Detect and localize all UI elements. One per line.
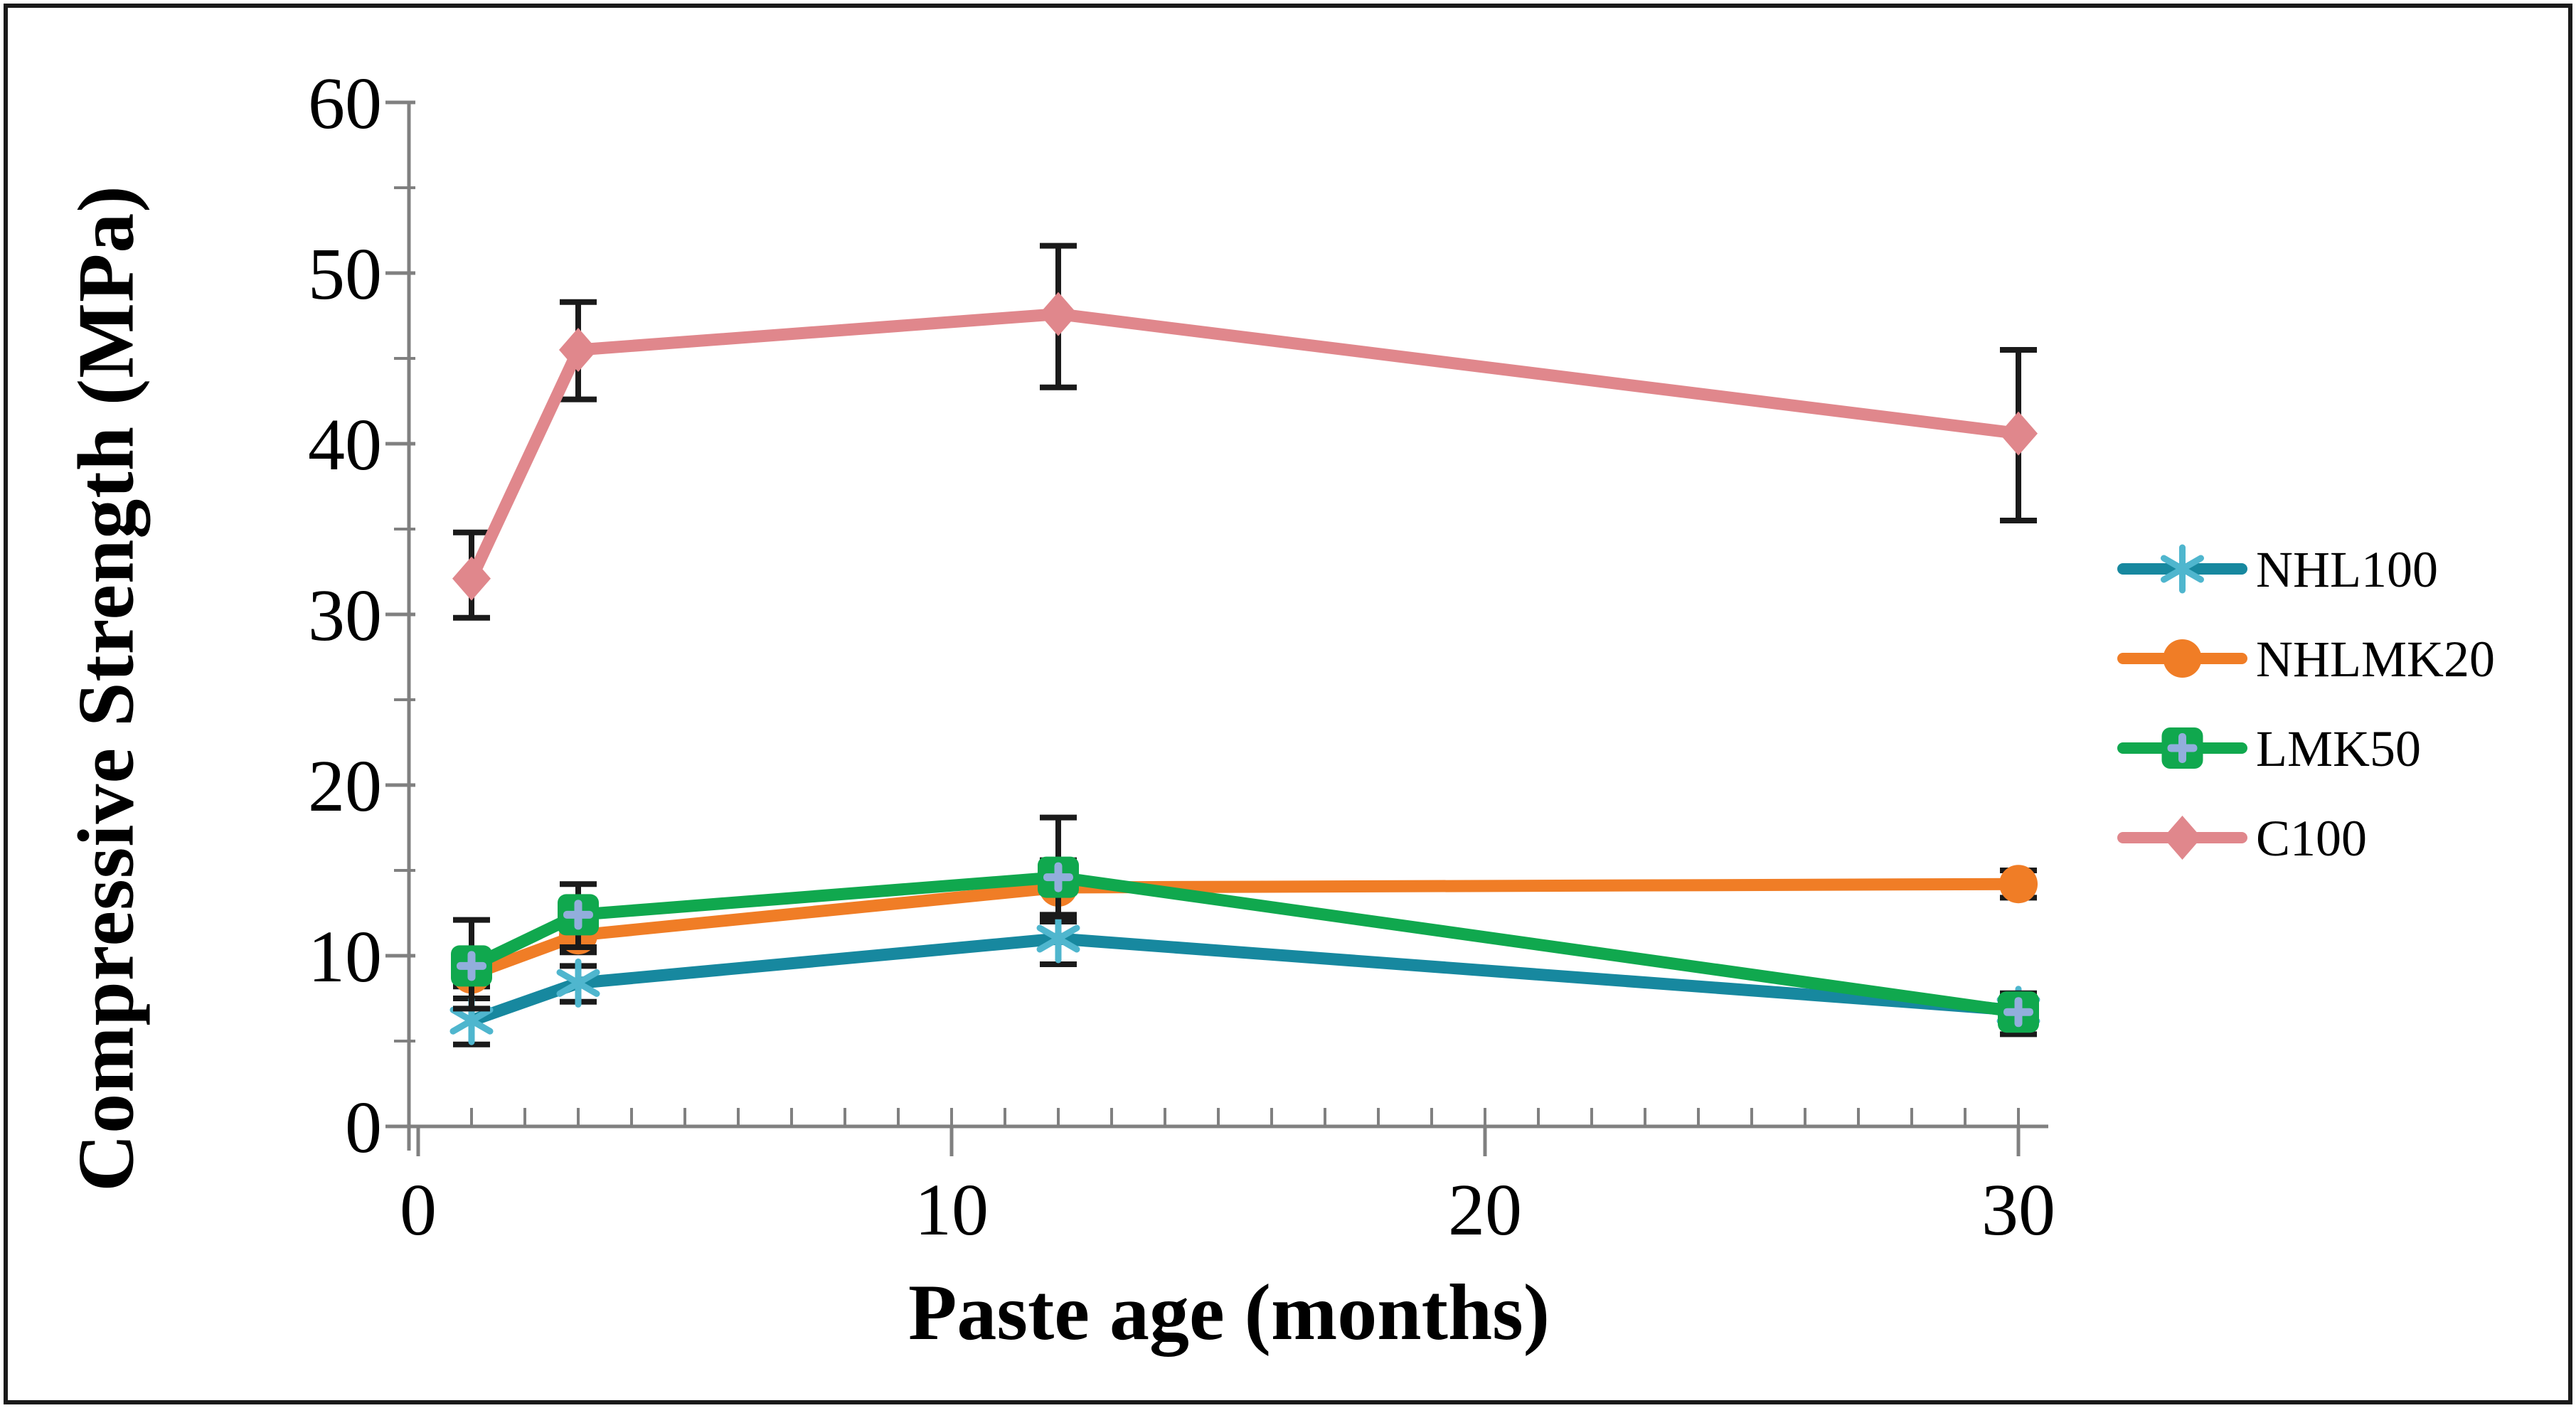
x-tick-label: 0 [400, 1169, 437, 1251]
plus-glyph [2178, 733, 2186, 763]
circle-dot [1999, 865, 2038, 904]
y-tick-label: 40 [308, 404, 382, 486]
legend-item-LMK50: LMK50 [2117, 720, 2421, 777]
marker-diamond-icon [559, 328, 597, 372]
y-tick-label: 10 [308, 916, 382, 998]
y-axis-title: Compressive Strength (MPa) [62, 185, 151, 1192]
series-LMK50 [451, 814, 2039, 1038]
marker-asterisk-icon [2161, 544, 2204, 594]
y-tick-label: 50 [308, 233, 382, 315]
legend-item-C100: C100 [2117, 810, 2367, 867]
series-line-NHLMK20 [465, 878, 2025, 981]
legend-label-LMK50: LMK50 [2256, 720, 2421, 777]
x-tick-label: 20 [1448, 1169, 1522, 1251]
marker-square-plus-icon [2161, 727, 2203, 769]
marker-asterisk-icon [1036, 914, 1080, 964]
marker-square-plus-icon [1998, 991, 2039, 1033]
asterisk-spoke [2161, 555, 2204, 583]
marker-diamond-icon [1039, 292, 1077, 336]
series-line-NHL100 [465, 932, 2025, 1027]
marker-circle-icon [2163, 639, 2202, 678]
marker-square-plus-icon [451, 945, 492, 987]
plus-glyph [574, 900, 582, 930]
marker-square-plus-icon [558, 894, 599, 936]
legend-item-NHL100: NHL100 [2117, 541, 2438, 598]
diamond-body [1039, 292, 1077, 336]
asterisk-spoke [556, 969, 600, 997]
legend: NHL100 NHLMK20 LMK50 C100 [2117, 541, 2495, 867]
plus-glyph [1054, 862, 1063, 892]
marker-circle-icon [1999, 865, 2038, 904]
plus-glyph [467, 951, 476, 981]
y-tick-label: 60 [308, 63, 382, 144]
diamond-body [1999, 411, 2038, 456]
series-C100 [452, 242, 2038, 621]
series-line-LMK50 [465, 871, 2025, 1018]
legend-label-C100: C100 [2256, 810, 2367, 867]
series-line-C100 [465, 308, 2025, 585]
legend-item-NHLMK20: NHLMK20 [2117, 631, 2495, 688]
legend-label-NHL100: NHL100 [2256, 541, 2438, 598]
plus-glyph [2014, 997, 2023, 1028]
marker-square-plus-icon [1038, 856, 1079, 898]
y-tick-label: 20 [308, 745, 382, 827]
x-tick-label: 30 [1981, 1169, 2055, 1251]
asterisk-spoke [1036, 924, 1080, 953]
figure-border [4, 4, 2572, 1404]
diamond-body [2163, 816, 2202, 860]
diamond-body [559, 328, 597, 372]
diamond-body [452, 556, 491, 601]
y-tick-label: 30 [308, 575, 382, 656]
asterisk-spoke [449, 1006, 494, 1035]
x-axis-title: Paste age (months) [908, 1269, 1550, 1357]
x-tick-label: 10 [915, 1169, 989, 1251]
marker-diamond-icon [1999, 411, 2038, 456]
y-tick-label: 0 [345, 1087, 382, 1168]
marker-asterisk-icon [556, 958, 600, 1008]
marker-diamond-icon [452, 556, 491, 601]
circle-dot [2163, 639, 2202, 678]
legend-label-NHLMK20: NHLMK20 [2256, 631, 2495, 688]
marker-diamond-icon [2163, 816, 2202, 860]
